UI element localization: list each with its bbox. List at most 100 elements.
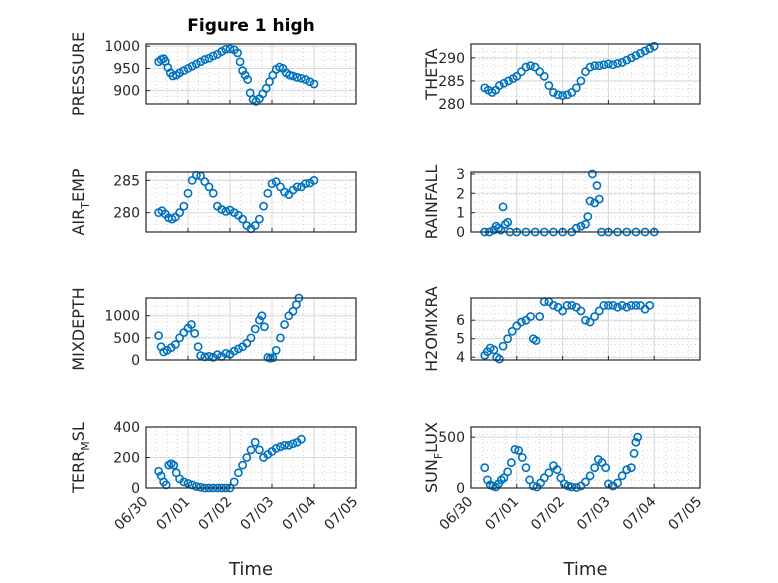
data-point xyxy=(190,329,200,338)
data-point xyxy=(254,214,264,224)
y-axis-label: AIRTEMP xyxy=(69,168,92,235)
data-point xyxy=(200,55,210,64)
y-axis-label-main: MIXDEPTH xyxy=(69,287,88,370)
data-point xyxy=(265,77,274,87)
data-point xyxy=(186,320,196,329)
data-point xyxy=(562,90,572,100)
y-tick-label: 290 xyxy=(438,51,465,67)
data-point xyxy=(544,468,554,478)
y-tick-label: 950 xyxy=(113,61,140,77)
y-axis-label-main: TERR xyxy=(69,451,88,494)
data-point xyxy=(503,467,513,477)
data-point xyxy=(640,46,650,56)
data-point xyxy=(507,326,517,336)
data-point xyxy=(539,473,549,483)
data-point xyxy=(525,475,535,485)
data-point xyxy=(599,301,609,310)
y-axis-label-main: THETA xyxy=(422,48,441,100)
data-point xyxy=(503,334,513,344)
axes-box xyxy=(470,43,701,105)
data-point xyxy=(590,312,600,321)
y-axis-label: RAINFALL xyxy=(422,165,441,240)
data-point xyxy=(496,225,506,235)
axes-box xyxy=(145,297,357,361)
subplot-h2omixra: 4 5 6 H2OMIXRA xyxy=(422,286,701,372)
subplot-pressure: 900 950 1000 PRESSURE xyxy=(69,32,357,116)
data-point xyxy=(585,471,595,481)
data-point xyxy=(217,47,226,56)
data-point xyxy=(517,453,527,462)
series-points xyxy=(480,297,655,364)
data-point xyxy=(288,306,298,316)
data-point xyxy=(242,453,252,462)
figure-title: Figure 1 high xyxy=(187,16,315,36)
data-point xyxy=(235,57,245,67)
data-point xyxy=(498,202,508,212)
data-point xyxy=(567,88,577,97)
data-point xyxy=(280,320,289,329)
y-tick-label: 1000 xyxy=(104,309,140,325)
data-point xyxy=(613,302,622,312)
data-point xyxy=(212,350,222,360)
data-point xyxy=(179,477,189,487)
data-point xyxy=(558,91,567,101)
data-point xyxy=(531,336,541,345)
data-point xyxy=(246,445,256,455)
plot-area xyxy=(471,44,700,104)
data-point xyxy=(499,78,509,88)
data-point xyxy=(526,61,535,71)
data-point xyxy=(585,62,595,72)
data-point xyxy=(594,61,604,71)
data-point xyxy=(187,175,197,185)
data-point xyxy=(301,75,310,84)
data-point xyxy=(617,301,627,310)
y-axis-label-main: H2OMIXRA xyxy=(422,286,441,372)
x-axis-label: Time xyxy=(562,559,607,580)
axes-box xyxy=(145,43,357,105)
axes-box xyxy=(470,297,701,361)
data-point xyxy=(645,301,655,310)
data-point xyxy=(250,437,260,447)
data-point xyxy=(154,331,163,341)
data-point xyxy=(233,468,243,478)
data-point xyxy=(558,306,567,316)
axes-box xyxy=(470,426,701,489)
data-point xyxy=(521,62,531,72)
data-point xyxy=(636,48,645,58)
series-points xyxy=(154,44,319,106)
data-point xyxy=(204,182,214,192)
y-tick-label: 280 xyxy=(438,97,465,113)
major-grid xyxy=(146,172,356,232)
data-point xyxy=(622,302,632,312)
y-axis-label-rest: SL xyxy=(69,422,88,441)
data-point xyxy=(267,179,277,189)
data-point xyxy=(544,81,554,90)
data-point xyxy=(585,196,595,206)
major-grid xyxy=(471,298,700,360)
data-point xyxy=(183,64,193,73)
data-point xyxy=(208,51,218,61)
data-point xyxy=(613,478,622,488)
data-point xyxy=(539,71,549,81)
data-point xyxy=(175,333,184,343)
data-point xyxy=(516,317,526,327)
data-point xyxy=(633,432,643,442)
data-point xyxy=(296,73,306,83)
data-point xyxy=(259,201,268,211)
data-point xyxy=(238,214,247,224)
y-tick-label: 1 xyxy=(456,206,465,222)
data-point xyxy=(229,477,239,487)
data-point xyxy=(196,351,205,360)
data-point xyxy=(549,301,558,310)
data-point xyxy=(631,437,641,447)
data-point xyxy=(238,460,247,470)
y-tick-label: 200 xyxy=(113,451,140,467)
data-point xyxy=(257,311,267,321)
series-points xyxy=(480,432,643,492)
data-point xyxy=(254,445,264,455)
data-point xyxy=(217,205,226,214)
data-point xyxy=(154,466,163,476)
data-point xyxy=(576,76,586,86)
data-point xyxy=(553,90,563,100)
